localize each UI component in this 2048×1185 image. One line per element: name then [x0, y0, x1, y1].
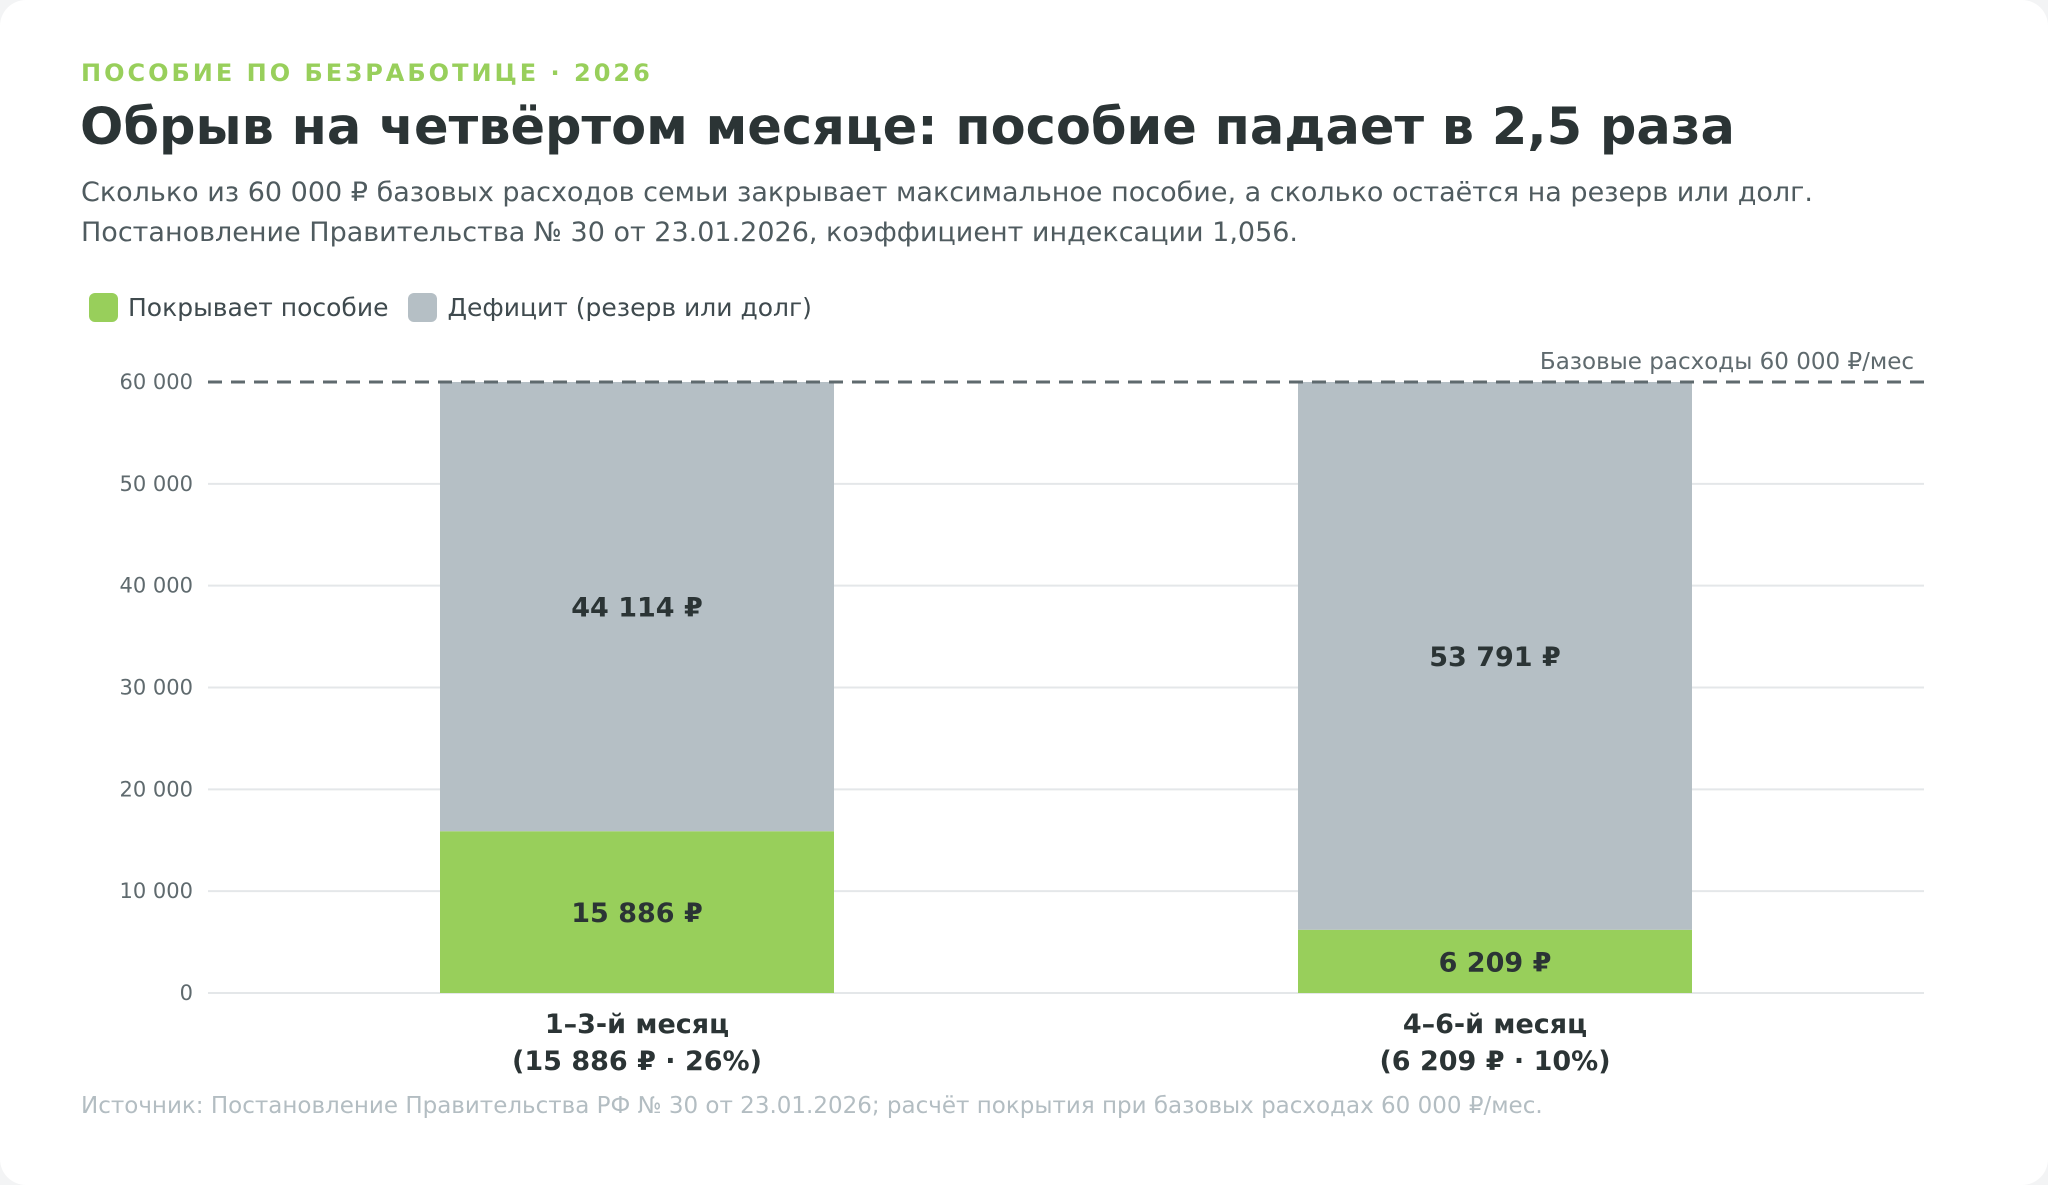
- bar-value-label: 6 209 ₽: [1439, 947, 1552, 978]
- subtitle-line-1: Сколько из 60 000 ₽ базовых расходов сем…: [81, 177, 1813, 208]
- chart-legend: Покрывает пособие Дефицит (резерв или до…: [89, 293, 832, 322]
- y-tick-label: 60 000: [120, 370, 193, 394]
- y-tick-label: 30 000: [120, 676, 193, 700]
- x-category-sublabel: (15 886 ₽ · 26%): [512, 1046, 762, 1077]
- y-tick-label: 10 000: [120, 879, 193, 903]
- legend-label-covered: Покрывает пособие: [128, 293, 389, 322]
- legend-swatch-covered: [89, 293, 118, 322]
- y-tick-label: 0: [180, 981, 193, 1005]
- legend-item-deficit: Дефицит (резерв или долг): [408, 293, 812, 322]
- chart-subtitle: Сколько из 60 000 ₽ базовых расходов сем…: [81, 173, 1813, 253]
- x-category-label: 1–3-й месяц: [545, 1009, 729, 1040]
- y-tick-label: 50 000: [120, 472, 193, 496]
- bar-covered: [440, 831, 834, 993]
- bar-deficit: [1298, 382, 1692, 930]
- reference-line-label: Базовые расходы 60 000 ₽/мес: [1540, 349, 1914, 375]
- bar-covered: [1298, 929, 1692, 993]
- x-category-label: 4–6-й месяц: [1403, 1009, 1587, 1040]
- bar-deficit: [440, 382, 834, 832]
- subtitle-line-2: Постановление Правительства № 30 от 23.0…: [81, 217, 1299, 248]
- chart-title: Обрыв на четвёртом месяце: пособие падае…: [80, 98, 1735, 157]
- legend-swatch-deficit: [408, 293, 438, 322]
- legend-item-covered: Покрывает пособие: [89, 293, 388, 322]
- x-category-sublabel: (6 209 ₽ · 10%): [1379, 1046, 1610, 1077]
- bar-value-label: 44 114 ₽: [571, 593, 703, 624]
- chart-source: Источник: Постановление Правительства РФ…: [81, 1093, 1543, 1119]
- legend-label-deficit: Дефицит (резерв или долг): [447, 293, 812, 322]
- bar-value-label: 15 886 ₽: [571, 898, 703, 929]
- bar-value-label: 53 791 ₽: [1429, 642, 1561, 673]
- y-tick-label: 20 000: [120, 777, 193, 801]
- chart-kicker: ПОСОБИЕ ПО БЕЗРАБОТИЦЕ · 2026: [81, 59, 653, 87]
- y-tick-label: 40 000: [120, 574, 193, 598]
